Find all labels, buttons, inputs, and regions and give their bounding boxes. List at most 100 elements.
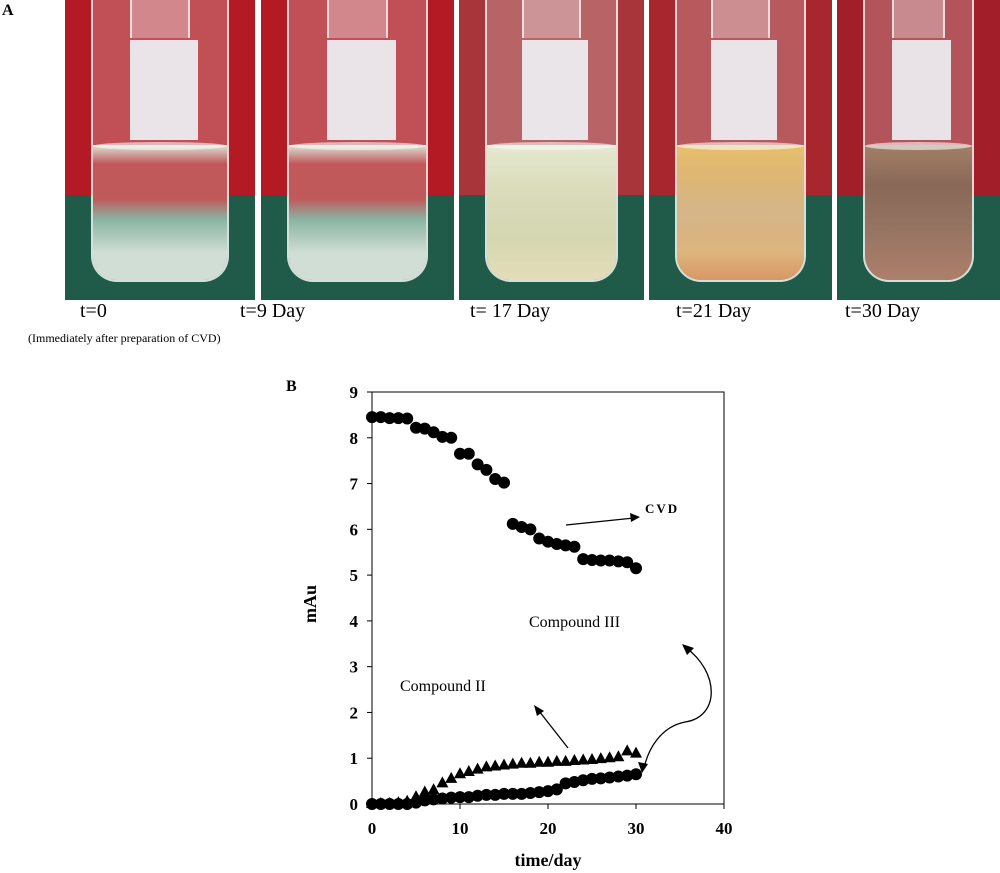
series-0-point [480,463,493,476]
series-1-point [436,792,449,805]
series-1-point [594,772,607,785]
series-0-point [594,554,607,567]
series-0-point [586,554,598,567]
series-1-point [577,774,590,787]
series-2-point [436,776,449,788]
compound-ii-arrow [538,710,569,749]
series-1-point [471,789,484,802]
vial-photo-day-9 [261,0,454,300]
series-1-point [506,787,519,800]
series-0-point [454,447,466,460]
series-2-point [524,756,537,768]
series-1-point [524,787,537,800]
caption-day-30: t=30 Day [845,300,921,322]
caption-day-21: t=21 Day [676,300,752,322]
series-0-point [630,562,642,575]
cvd-arrow [565,517,635,526]
caption-day-17: t= 17 Day [470,300,551,322]
series-0-point [445,431,458,444]
series-1-point [630,768,642,781]
y-tick-label: 3 [350,658,359,677]
panel-b-letter: B [286,378,297,395]
y-tick-label: 5 [350,566,359,585]
series-0-point [427,426,440,439]
series-2-point [383,797,396,808]
series-0-point [462,447,475,460]
caption-day-0: t=0 [80,300,107,322]
series-0-point [612,555,625,568]
series-2-point [410,790,422,802]
series-0-point [471,458,484,471]
x-tick-label: 20 [540,819,557,838]
series-0-point [436,430,449,443]
compound-ii-annotation: Compound II [400,678,486,695]
caption-day-9: t=9 Day [240,300,306,322]
series-1-point [418,794,431,807]
series-0-point [524,523,537,536]
degradation-chart: 0 1 2 3 4 5 6 7 8 9 0 10 20 30 40 mAu time/day CVD Co… [300,383,733,870]
series-2-point [612,750,625,762]
series-2-point [542,755,554,767]
series-2-point [427,783,440,795]
series-0-point [550,537,563,550]
y-tick-label: 6 [350,520,359,539]
series-1-point [489,788,502,801]
series-1-point [603,771,616,784]
series-2-point [471,762,484,774]
series-1-point [612,770,625,783]
series-1-point [515,787,528,800]
series-2-point [366,797,378,808]
vial-photo-day-30 [837,0,1000,300]
series-2-point [506,757,519,769]
series-2-point [594,752,607,764]
series-1-point [533,786,546,799]
y-tick-label: 9 [350,383,359,402]
series-0-point [498,476,510,489]
series-0-point [374,411,387,424]
series-0-point [366,411,378,424]
cvd-annotation: CVD [645,501,679,516]
y-tick-label: 4 [350,612,359,631]
series-2-point [462,764,475,776]
series-1-point [550,783,563,796]
x-tick-label: 10 [452,819,469,838]
y-tick-label: 2 [350,703,359,722]
y-tick-label: 8 [350,429,359,448]
series-0-point [568,540,581,553]
series-1-point [462,791,475,804]
y-tick-label: 7 [350,475,359,494]
vial-photo-day-0 [65,0,255,300]
series-2-point [586,753,598,765]
vial-photo-day-17 [459,0,644,300]
series-2-point [454,767,466,779]
y-tick-label: 1 [350,749,359,768]
series-2-point [374,797,387,808]
vial-photo-day-21 [649,0,832,300]
series-1-point [454,791,466,804]
x-axis-label: time/day [515,850,582,870]
compound-iii-arrowhead-bottom [638,762,648,773]
series-2-point [480,760,493,772]
compound-iii-arrowhead-top [682,644,694,655]
x-tick-label: 40 [716,819,733,838]
series-0-point [559,539,572,552]
series-2-point [533,755,546,767]
series-2-point [577,753,590,765]
series-1-point [445,791,458,804]
x-tick-label: 0 [368,819,377,838]
series-2-point [445,771,458,783]
series-0-point [603,554,616,567]
plot-area [371,391,725,805]
compound-iii-annotation: Compound III [529,614,620,631]
series-0-point [410,421,422,434]
series-0-point [401,412,414,425]
series-2-point [392,796,405,808]
series-2-point [621,744,634,756]
series-2-point [559,754,572,766]
compound-iii-curved-arrow [643,646,712,769]
series-2-point [489,759,502,771]
series-0-point [392,412,405,425]
series-2-point [630,746,642,758]
series-1-point [621,769,634,782]
series-1-point [586,772,598,785]
